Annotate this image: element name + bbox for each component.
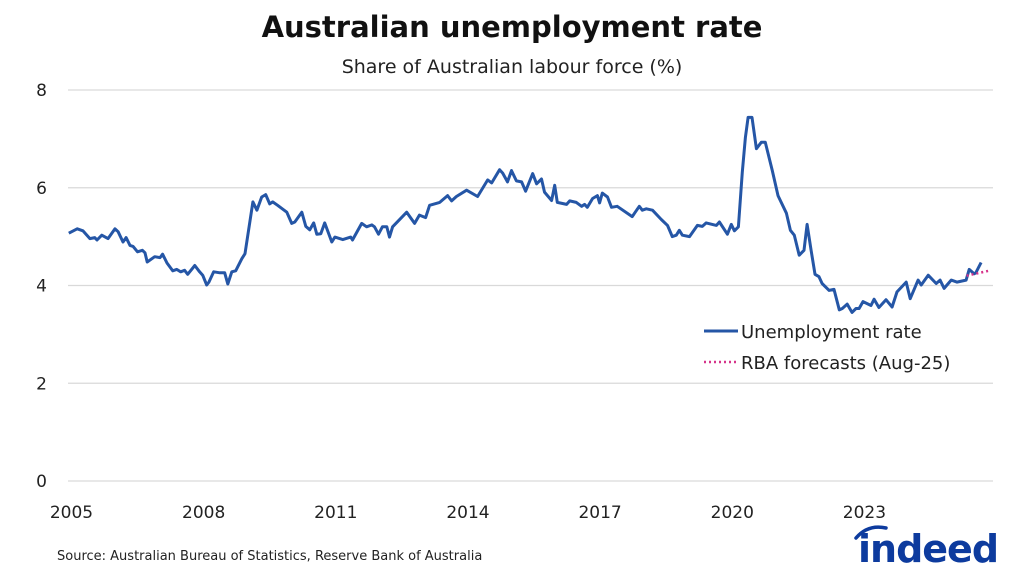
x-tick-label: 2005 bbox=[50, 503, 93, 523]
x-tick-label: 2014 bbox=[446, 503, 489, 523]
chart-subtitle: Share of Australian labour force (%) bbox=[341, 56, 683, 78]
gridlines bbox=[68, 89, 993, 482]
legend: Unemployment rate RBA forecasts (Aug-25) bbox=[704, 322, 950, 374]
series-line-rba-forecast bbox=[966, 269, 989, 277]
chart-title: Australian unemployment rate bbox=[261, 10, 763, 44]
series-lines bbox=[68, 115, 989, 314]
y-tick-label: 0 bbox=[36, 472, 47, 492]
x-tick-label: 2023 bbox=[843, 503, 886, 523]
legend-label-forecast: RBA forecasts (Aug-25) bbox=[741, 353, 950, 374]
y-tick-label: 8 bbox=[36, 81, 47, 101]
svg-text:indeed: indeed bbox=[858, 527, 998, 568]
y-tick-label: 2 bbox=[36, 374, 47, 394]
x-tick-label: 2020 bbox=[711, 503, 754, 523]
x-axis-ticks: 2005 2008 2011 2014 2017 2020 2023 bbox=[50, 503, 886, 523]
y-tick-label: 6 bbox=[36, 179, 47, 199]
source-note: Source: Australian Bureau of Statistics,… bbox=[57, 549, 483, 564]
x-tick-label: 2008 bbox=[182, 503, 225, 523]
x-tick-label: 2011 bbox=[314, 503, 357, 523]
indeed-logo: indeed bbox=[854, 525, 998, 568]
y-tick-label: 4 bbox=[36, 277, 47, 297]
series-line-unemployment-rate bbox=[68, 115, 983, 314]
x-tick-label: 2017 bbox=[578, 503, 621, 523]
y-axis-ticks: 0 2 4 6 8 bbox=[36, 81, 47, 492]
legend-label-unemployment: Unemployment rate bbox=[741, 322, 922, 343]
